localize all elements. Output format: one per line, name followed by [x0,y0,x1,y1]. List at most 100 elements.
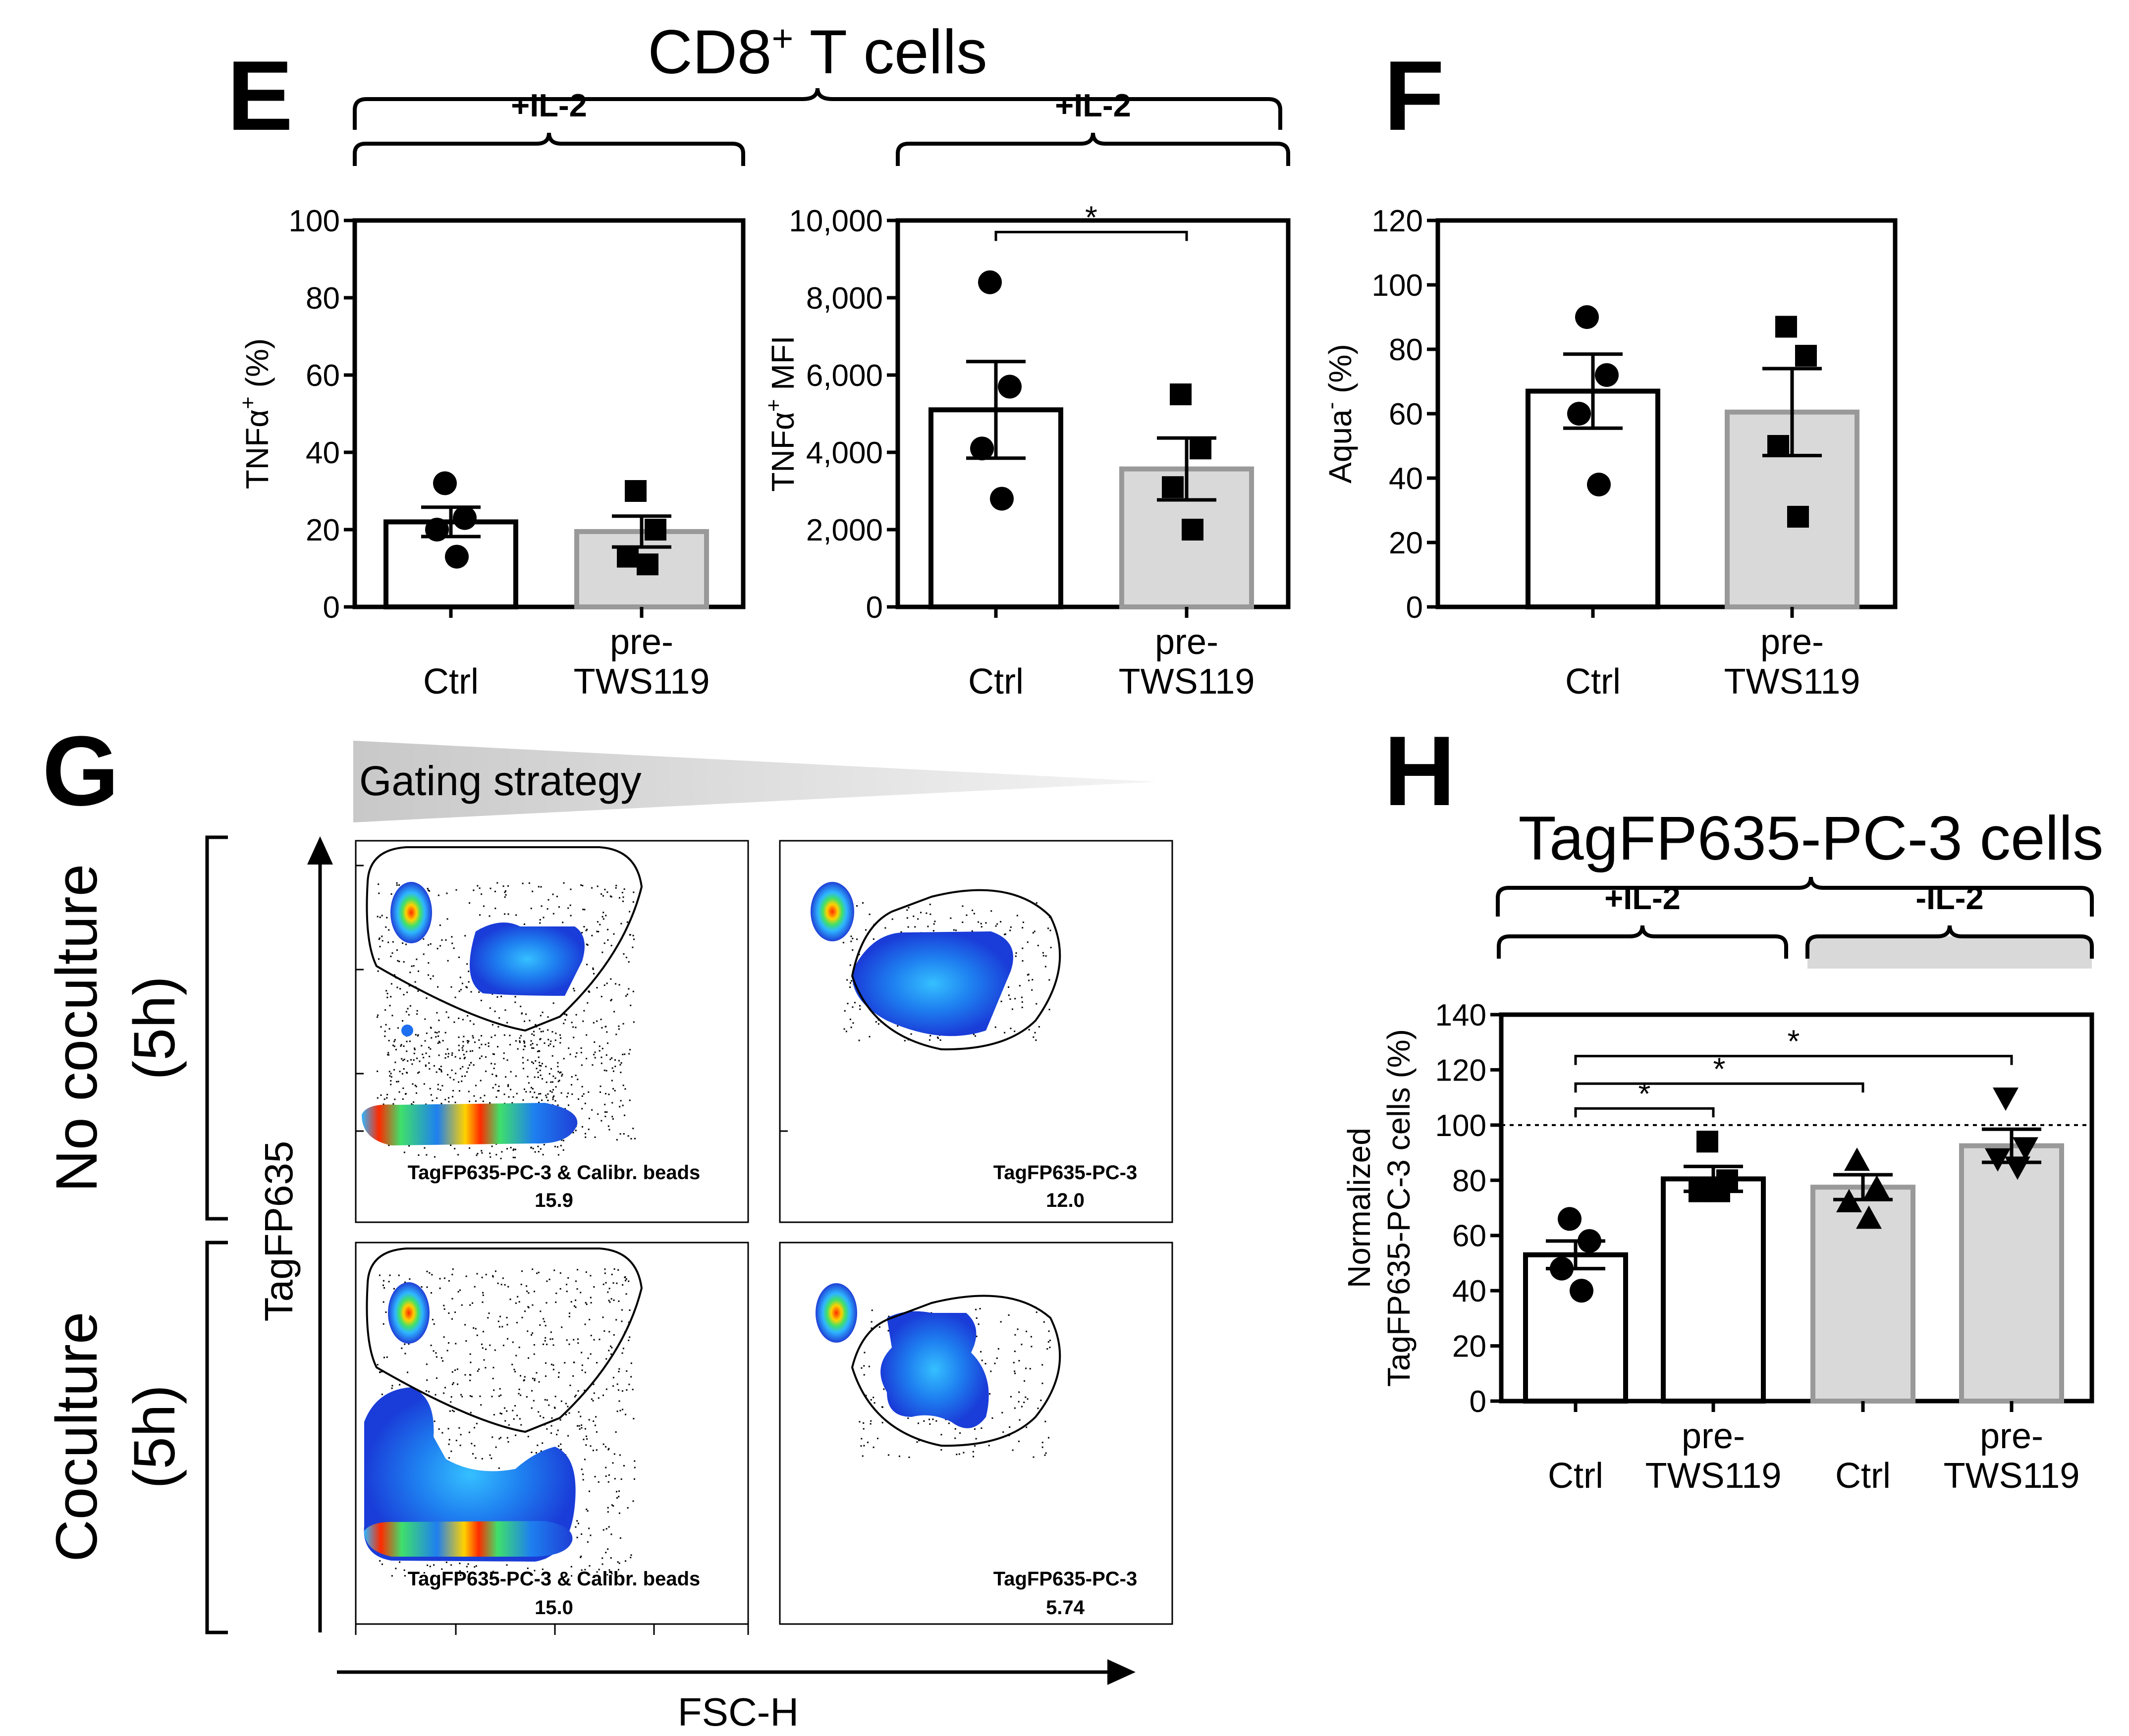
event-dot [620,1100,622,1102]
event-dot [628,1280,630,1282]
event-dot [485,1348,487,1350]
event-dot [505,894,507,896]
il2-bracket-E2-label: +IL-2 [1055,87,1131,123]
event-dot [863,1374,865,1376]
event-dot [506,1564,508,1566]
event-dot [958,1453,960,1455]
flow-plot-3: TagFP635-PC-3 & Calibr. beads 15.0 [355,1242,749,1625]
event-dot [584,1428,586,1430]
event-dot [974,1445,976,1447]
event-dot [541,1078,543,1080]
event-dot [955,929,957,931]
event-dot [411,965,413,967]
category-label-E2-0: Ctrl [968,662,1024,702]
event-dot [436,1032,438,1034]
event-dot [520,1005,522,1007]
data-point-E1-0-3 [445,544,469,569]
event-dot [586,1508,588,1510]
event-dot [574,1396,576,1398]
event-dot [430,1027,432,1029]
event-dot [567,1435,569,1437]
event-dot [494,1034,496,1036]
event-dot [939,1039,941,1041]
event-dot [610,1298,612,1300]
event-dot [981,1427,983,1429]
event-dot [524,1310,526,1312]
event-dot [543,917,545,919]
event-dot [459,1570,461,1572]
event-dot [461,982,463,984]
event-dot [865,1395,867,1397]
event-dot [398,961,400,963]
event-dot [564,1108,566,1110]
event-dot [469,1395,471,1397]
il2-bracket-E2 [896,132,1290,166]
event-dot [445,1053,447,1055]
event-dot [392,1103,394,1105]
data-point-E1-1-2 [617,545,639,568]
event-dot [416,1057,418,1059]
event-dot [451,1383,453,1385]
event-dot [512,1156,514,1158]
event-dot [1014,1351,1016,1353]
event-dot [497,1320,499,1322]
event-dot [575,1280,577,1282]
event-dot [518,1388,520,1390]
event-dot [621,1320,623,1322]
event-dot [543,1416,545,1418]
event-dot [546,1280,548,1282]
event-dot [1026,1426,1028,1428]
event-dot [491,1024,493,1026]
event-dot [602,1443,604,1445]
event-dot [588,1118,590,1120]
event-dot [575,1306,577,1308]
event-dot [387,1054,389,1056]
event-dot [435,1394,437,1396]
event-dot [628,961,630,963]
event-dot [416,958,418,960]
event-dot [492,1366,494,1368]
tagfp-arrowhead [307,836,333,865]
event-dot [467,1015,469,1017]
event-dot [380,1094,382,1096]
event-dot [460,1434,462,1436]
event-dot [485,1367,487,1369]
event-dot [539,922,541,924]
event-dot [398,1091,400,1093]
event-dot [379,1371,381,1373]
event-dot [459,1563,461,1565]
event-dot [460,1394,462,1396]
event-dot [507,885,509,887]
event-dot [424,1147,426,1149]
event-dot [934,921,936,922]
event-dot [1048,1009,1050,1011]
event-dot [597,885,599,887]
event-dot [1004,1031,1006,1033]
flow-plot-4-gate-value: 5.74 [1046,1597,1085,1619]
event-dot [448,1457,450,1459]
event-dot [883,1388,885,1390]
event-dot [540,1015,542,1017]
event-dot [563,1023,565,1025]
event-dot [451,1069,453,1071]
y-tick-label-H: 60 [1452,1219,1486,1253]
gate-polygon-2 [851,889,1061,1051]
y-tick-label-H: 40 [1452,1274,1486,1308]
event-dot [612,1385,614,1387]
event-dot [573,1036,575,1038]
event-dot [596,1362,598,1364]
event-dot [459,1289,461,1291]
event-dot [476,1422,478,1424]
event-dot [411,1103,413,1105]
event-dot [451,942,453,944]
event-dot [575,1130,577,1132]
event-dot [861,1367,863,1369]
event-dot [566,1014,568,1016]
event-dot [581,1352,583,1354]
event-dot [492,1377,494,1379]
event-dot [996,923,998,925]
event-dot [873,1402,875,1404]
event-dot [608,1288,610,1290]
event-dot [603,942,605,944]
event-dot [611,1504,613,1506]
